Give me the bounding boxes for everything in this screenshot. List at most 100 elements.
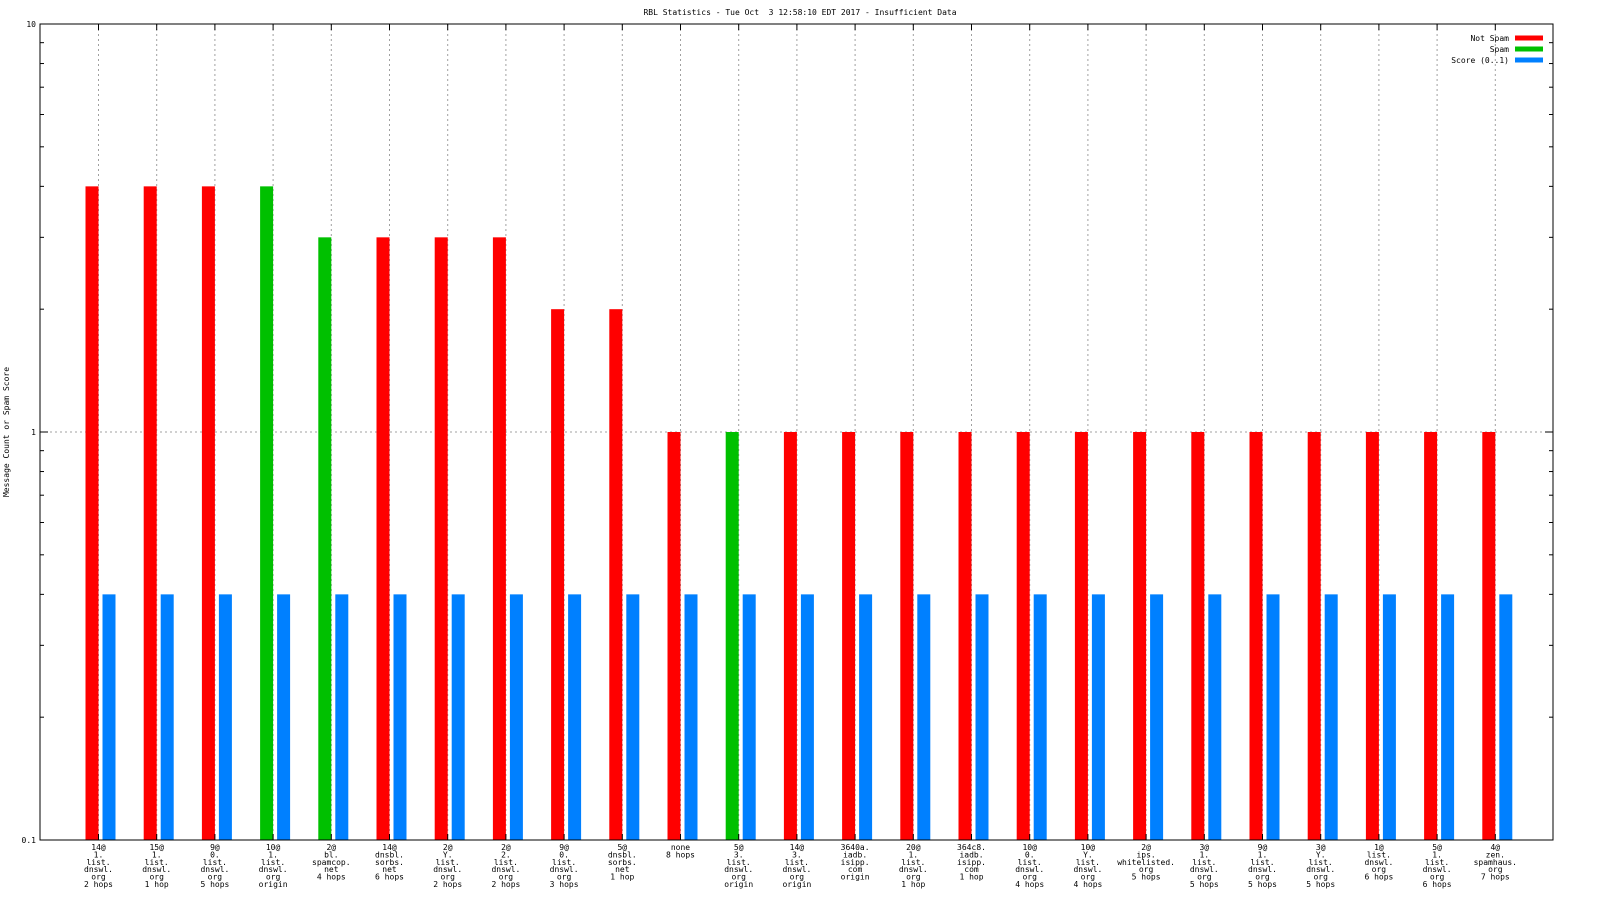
x-tick-label: dnswl. bbox=[1423, 865, 1452, 874]
x-tick-label: 1. bbox=[908, 850, 918, 859]
x-tick-label: list. bbox=[436, 858, 460, 867]
x-tick-label: org bbox=[731, 873, 746, 882]
x-tick-label: Y. bbox=[1083, 850, 1093, 859]
x-tick-label: 3@ bbox=[1199, 843, 1209, 852]
x-tick-label: 1 hop bbox=[145, 880, 169, 889]
x-tick-label: 1. bbox=[152, 850, 162, 859]
x-tick-label: 1@ bbox=[1374, 843, 1384, 852]
x-tick-label: list. bbox=[552, 858, 576, 867]
x-tick-label: 2@ bbox=[326, 843, 336, 852]
x-tick-label: sorbs. bbox=[375, 858, 404, 867]
bar-spam bbox=[725, 432, 739, 840]
bar-not-spam bbox=[1249, 432, 1263, 840]
x-tick-label: list. bbox=[1076, 858, 1100, 867]
x-tick-label: dnswl. bbox=[1073, 865, 1102, 874]
y-tick-label: 1 bbox=[31, 428, 36, 437]
x-tick-label: 5 hops bbox=[200, 880, 229, 889]
x-tick-label: Y. bbox=[443, 850, 453, 859]
x-tick-label: 9@ bbox=[210, 843, 220, 852]
x-tick-label: 2 hops bbox=[433, 880, 462, 889]
axis-ticks: 0.1 1 10 bbox=[22, 20, 1553, 845]
x-tick-label: isipp. bbox=[841, 858, 870, 867]
x-tick-label: whitelisted. bbox=[1117, 858, 1175, 867]
x-tick-label: 1. bbox=[94, 850, 104, 859]
x-tick-label: 9@ bbox=[559, 843, 569, 852]
bar-not-spam bbox=[1365, 432, 1379, 840]
x-tick-label: none bbox=[671, 843, 690, 852]
bar-score-0-1 bbox=[626, 594, 640, 840]
x-tick-label: org bbox=[906, 873, 921, 882]
x-tick-label: 1. bbox=[1258, 850, 1268, 859]
x-tick-label: 5 hops bbox=[1306, 880, 1335, 889]
x-tick-label: origin bbox=[259, 880, 288, 889]
legend: Not Spam Spam Score (0..1) bbox=[1451, 34, 1543, 65]
bar-not-spam bbox=[551, 309, 565, 840]
legend-swatch bbox=[1515, 46, 1543, 52]
bar-score-0-1 bbox=[917, 594, 931, 840]
x-tick-label: org bbox=[1372, 865, 1387, 874]
y-axis-label: Message Count or Spam Score bbox=[2, 367, 11, 497]
x-tick-label: list. bbox=[1250, 858, 1274, 867]
x-tick-label: 1 hop bbox=[610, 873, 634, 882]
x-tick-label: dnswl. bbox=[550, 865, 579, 874]
x-tick-label: dnswl. bbox=[1364, 858, 1393, 867]
x-tick-label: org bbox=[1313, 873, 1328, 882]
bar-score-0-1 bbox=[859, 594, 873, 840]
x-tick-label: dnswl. bbox=[782, 865, 811, 874]
bar-not-spam bbox=[1191, 432, 1205, 840]
bar-not-spam bbox=[842, 432, 856, 840]
x-tick-label: dnswl. bbox=[899, 865, 928, 874]
x-tick-label: list. bbox=[1309, 858, 1333, 867]
bar-score-0-1 bbox=[277, 594, 291, 840]
bar-score-0-1 bbox=[1150, 594, 1164, 840]
bar-not-spam bbox=[958, 432, 972, 840]
bar-score-0-1 bbox=[1033, 594, 1047, 840]
bar-score-0-1 bbox=[393, 594, 407, 840]
bar-score-0-1 bbox=[1324, 594, 1338, 840]
x-tick-label: list. bbox=[494, 858, 518, 867]
bar-not-spam bbox=[609, 309, 623, 840]
bar-score-0-1 bbox=[1091, 594, 1105, 840]
x-tick-label: org bbox=[440, 873, 455, 882]
x-tick-label: 4 hops bbox=[1015, 880, 1044, 889]
x-tick-label: dnswl. bbox=[1306, 865, 1335, 874]
bar-score-0-1 bbox=[684, 594, 698, 840]
x-tick-label: 0. bbox=[559, 850, 569, 859]
x-tick-label: list. bbox=[86, 858, 110, 867]
x-tick-label: org bbox=[499, 873, 514, 882]
bar-spam bbox=[318, 237, 332, 840]
x-tick-label: dnswl. bbox=[491, 865, 520, 874]
x-tick-label: 2@ bbox=[1141, 843, 1151, 852]
x-tick-label: dnswl. bbox=[259, 865, 288, 874]
x-tick-label: org bbox=[1022, 873, 1037, 882]
x-tick-label: org bbox=[149, 873, 164, 882]
bar-not-spam bbox=[143, 186, 157, 841]
x-tick-label: 1. bbox=[1199, 850, 1209, 859]
x-tick-label: 10@ bbox=[1081, 843, 1096, 852]
x-tick-label: list. bbox=[145, 858, 169, 867]
x-tick-label: origin bbox=[841, 873, 870, 882]
x-tick-label: origin bbox=[724, 880, 753, 889]
legend-label: Not Spam bbox=[1470, 34, 1509, 43]
legend-label: Spam bbox=[1490, 45, 1509, 54]
x-tick-label: dnswl. bbox=[200, 865, 229, 874]
x-tick-label: org bbox=[208, 873, 223, 882]
bar-score-0-1 bbox=[975, 594, 989, 840]
x-tick-label: dnsbl. bbox=[375, 850, 404, 859]
x-tick-label: dnswl. bbox=[84, 865, 113, 874]
x-tick-label: 3. bbox=[734, 850, 744, 859]
legend-swatch bbox=[1515, 35, 1543, 41]
x-tick-label: sorbs. bbox=[608, 858, 637, 867]
x-tick-label: dnswl. bbox=[1190, 865, 1219, 874]
bar-score-0-1 bbox=[509, 594, 523, 840]
x-tick-label: 15@ bbox=[149, 843, 164, 852]
bar-score-0-1 bbox=[102, 594, 116, 840]
x-tick-label: dnswl. bbox=[433, 865, 462, 874]
bar-not-spam bbox=[376, 237, 390, 840]
bar-score-0-1 bbox=[800, 594, 814, 840]
x-tick-label: 2@ bbox=[501, 843, 511, 852]
x-tick-label: net bbox=[615, 865, 630, 874]
x-tick-label: 10@ bbox=[1022, 843, 1037, 852]
